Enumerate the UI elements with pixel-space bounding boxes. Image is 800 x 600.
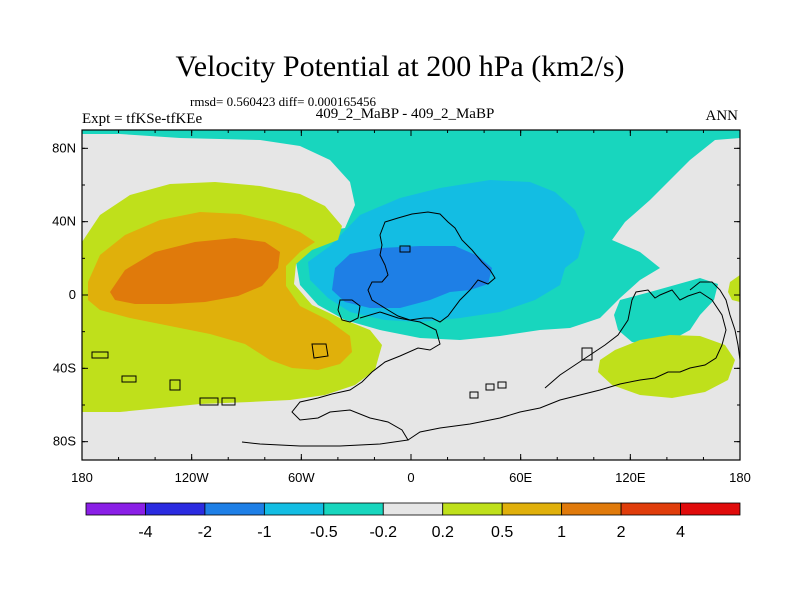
colorbar: -4 -2 -1 -0.5 -0.2 0.2 0.5 1 2 4 <box>85 502 741 541</box>
colorbar-swatch <box>204 502 265 516</box>
x-tick-label: 120W <box>175 470 210 485</box>
y-tick-label: 40N <box>52 214 76 229</box>
x-tick-label: 0 <box>407 470 414 485</box>
colorbar-swatch <box>620 502 681 516</box>
colorbar-label: -0.2 <box>369 524 397 541</box>
colorbar-label: 4 <box>676 524 685 541</box>
coastlines <box>91 211 740 447</box>
y-tick-label: 0 <box>69 287 76 302</box>
positive-region-darkorange <box>110 238 280 304</box>
season-label: ANN <box>705 108 739 124</box>
x-tick-label: 180 <box>71 470 93 485</box>
colorbar-swatch <box>323 502 384 516</box>
colorbar-label: -1 <box>257 524 271 541</box>
positive-region-indian-ocean <box>598 335 735 398</box>
colorbar-swatch <box>680 502 741 516</box>
colorbar-swatch <box>501 502 563 516</box>
colorbar-swatch <box>145 502 206 516</box>
x-tick-label: 120E <box>615 470 646 485</box>
colorbar-label: 2 <box>617 524 626 541</box>
experiment-label: Expt = tfKSe-tfKEe <box>82 111 203 127</box>
colorbar-label: -0.5 <box>310 524 338 541</box>
chart-title: Velocity Potential at 200 hPa (km2/s) <box>175 50 625 83</box>
colorbar-label: 1 <box>557 524 566 541</box>
colorbar-swatch <box>561 502 622 516</box>
case-label: 409_2_MaBP - 409_2_MaBP <box>315 106 495 122</box>
colorbar-label: 0.2 <box>432 524 454 541</box>
colorbar-swatch <box>442 502 503 516</box>
y-tick-label: 80N <box>52 140 76 155</box>
y-tick-label: 40S <box>53 360 76 375</box>
colorbar-swatch <box>382 502 444 516</box>
colorbar-label: 0.5 <box>491 524 513 541</box>
x-tick-label: 60W <box>288 470 315 485</box>
colorbar-label: -2 <box>198 524 212 541</box>
y-tick-label: 80S <box>53 434 76 449</box>
map-plot-area <box>82 130 740 460</box>
chart-subtitle: rmsd= 0.560423 diff= 0.000165456 <box>190 94 376 109</box>
axes: 180 120W 60W 0 60E 120E 180 80N 40N 0 40S 80S <box>52 130 751 485</box>
negative-region-blue <box>332 246 492 308</box>
x-tick-label: 60E <box>509 470 532 485</box>
colorbar-label: -4 <box>138 524 152 541</box>
x-tick-label: 180 <box>729 470 751 485</box>
colorbar-swatch <box>263 502 325 516</box>
colorbar-swatch <box>85 502 146 516</box>
